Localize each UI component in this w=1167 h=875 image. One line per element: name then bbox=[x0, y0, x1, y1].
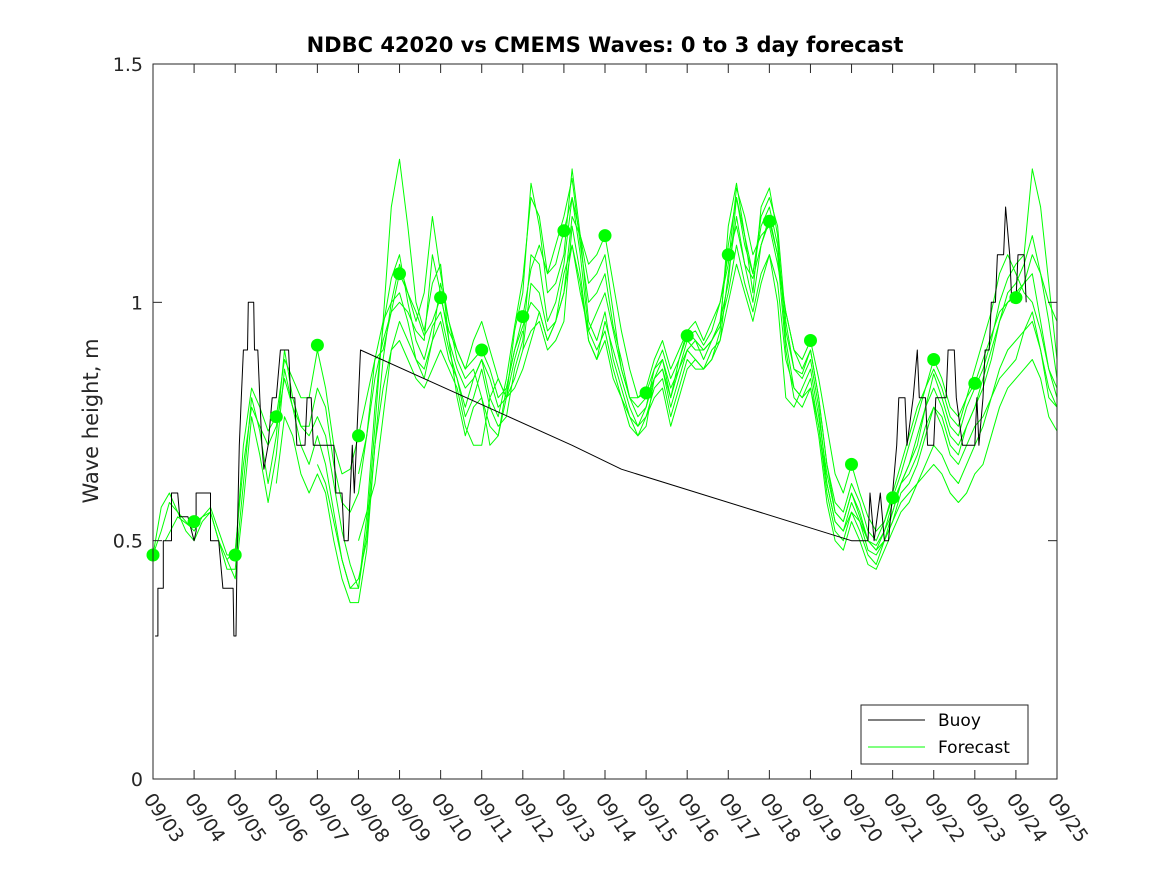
y-tick-label: 0.5 bbox=[113, 531, 143, 553]
forecast-marker bbox=[475, 343, 489, 357]
forecast-marker bbox=[1009, 291, 1023, 305]
x-tick-label: 09/17 bbox=[714, 789, 763, 846]
x-tick-label: 09/09 bbox=[385, 789, 434, 846]
x-tick-label: 09/13 bbox=[550, 789, 599, 846]
x-tick-label: 09/18 bbox=[755, 789, 804, 846]
forecast-series-line bbox=[275, 197, 1058, 604]
forecast-series-line bbox=[152, 254, 524, 561]
forecast-marker bbox=[557, 224, 571, 238]
x-tick-label: 09/08 bbox=[344, 789, 393, 846]
forecast-series-line bbox=[316, 244, 1058, 589]
forecast-marker bbox=[516, 310, 530, 324]
x-tick-label: 09/19 bbox=[796, 789, 845, 846]
forecast-series-line bbox=[226, 158, 1058, 589]
x-tick-label: 09/11 bbox=[468, 789, 517, 846]
buoy-series-line bbox=[155, 206, 1027, 637]
forecast-marker bbox=[598, 229, 612, 243]
x-tick-label: 09/25 bbox=[1043, 789, 1092, 846]
y-tick-label: 1 bbox=[131, 292, 143, 314]
forecast-marker bbox=[352, 429, 365, 443]
legend: Buoy Forecast bbox=[860, 704, 1029, 765]
legend-box bbox=[860, 704, 1029, 765]
forecast-marker bbox=[310, 338, 324, 352]
x-tick-label: 09/14 bbox=[591, 789, 640, 846]
forecast-marker bbox=[968, 376, 982, 390]
x-tick-label: 09/24 bbox=[1002, 789, 1051, 846]
legend-forecast-label: Forecast bbox=[938, 738, 1010, 758]
forecast-marker bbox=[762, 214, 776, 228]
chart-title: NDBC 42020 vs CMEMS Waves: 0 to 3 day fo… bbox=[307, 33, 904, 57]
forecast-marker bbox=[845, 457, 858, 471]
x-tick-label: 09/12 bbox=[509, 789, 558, 846]
forecast-marker bbox=[639, 386, 653, 400]
forecast-series-line bbox=[522, 225, 1058, 546]
x-tick-label: 09/05 bbox=[221, 789, 270, 846]
forecast-series-line bbox=[358, 187, 1058, 542]
forecast-marker bbox=[680, 329, 694, 343]
x-tick-label: 09/21 bbox=[879, 789, 928, 846]
x-tick-label: 09/22 bbox=[920, 789, 969, 846]
forecast-marker bbox=[721, 248, 735, 262]
y-axis-label: Wave height, m bbox=[79, 338, 103, 503]
y-tick-label: 0 bbox=[131, 769, 143, 791]
y-tick-label: 1.5 bbox=[113, 54, 143, 76]
forecast-series-line bbox=[358, 197, 1058, 556]
x-tick-label: 09/06 bbox=[262, 789, 311, 846]
forecast-marker bbox=[886, 491, 900, 505]
x-tick-label: 09/16 bbox=[673, 789, 722, 846]
forecast-marker bbox=[804, 334, 817, 347]
x-tick-label: 09/10 bbox=[427, 789, 476, 846]
series-layer bbox=[146, 158, 1058, 637]
forecast-marker bbox=[927, 353, 941, 366]
x-tick-label: 09/20 bbox=[837, 789, 886, 846]
forecast-marker bbox=[187, 515, 201, 529]
x-tick-label: 09/23 bbox=[961, 789, 1010, 846]
legend-buoy-label: Buoy bbox=[938, 711, 981, 731]
forecast-marker bbox=[434, 291, 448, 305]
x-tick-label: 09/07 bbox=[303, 789, 352, 846]
forecast-marker bbox=[269, 410, 283, 424]
forecast-marker bbox=[393, 267, 406, 281]
forecast-marker bbox=[228, 548, 242, 562]
x-tick-label: 09/15 bbox=[632, 789, 681, 846]
x-tick-label: 09/04 bbox=[180, 789, 229, 846]
x-tick-label: 09/03 bbox=[139, 789, 188, 846]
